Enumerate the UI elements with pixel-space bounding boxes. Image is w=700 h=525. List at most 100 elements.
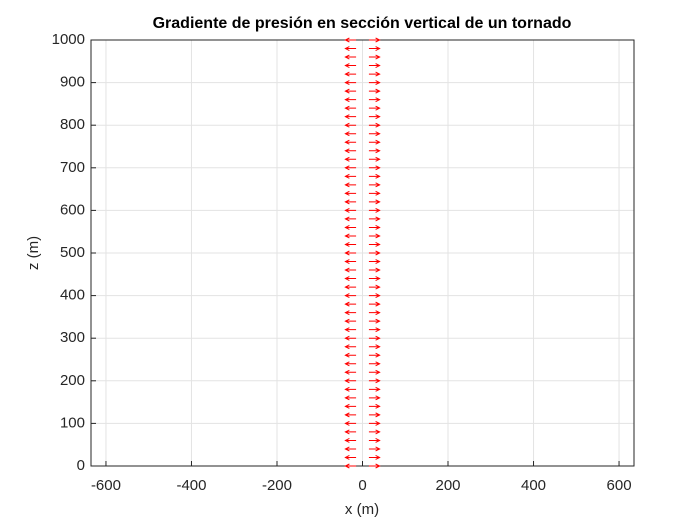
arrow <box>368 446 381 452</box>
arrow <box>368 105 381 111</box>
arrow <box>344 224 357 230</box>
x-axis-label: x (m) <box>345 501 379 518</box>
arrow <box>344 259 357 264</box>
arrow <box>368 37 381 43</box>
arrow <box>368 54 381 60</box>
x-tick-label: -600 <box>91 477 121 494</box>
arrow <box>344 250 357 256</box>
arrow <box>344 378 357 384</box>
arrow <box>344 216 357 222</box>
arrow <box>344 139 357 145</box>
arrow <box>344 54 357 60</box>
y-tick-label: 500 <box>60 244 85 261</box>
arrow <box>368 242 381 247</box>
x-tick-label: -400 <box>176 477 206 494</box>
y-tick-label: 800 <box>60 116 85 133</box>
arrow <box>344 386 357 392</box>
y-tick-label: 0 <box>77 457 85 474</box>
arrow <box>368 412 381 418</box>
arrow <box>368 63 381 69</box>
arrow <box>368 352 381 358</box>
arrow <box>368 97 381 103</box>
arrow <box>344 233 357 239</box>
arrow <box>368 310 381 316</box>
y-tick-label: 300 <box>60 329 85 346</box>
arrow <box>368 259 381 264</box>
arrow <box>368 156 381 162</box>
arrow <box>344 446 357 452</box>
arrow <box>344 182 357 188</box>
x-tick-label: 600 <box>607 477 632 494</box>
arrow <box>344 63 357 69</box>
arrow <box>344 37 357 43</box>
arrow <box>368 327 381 333</box>
arrow <box>344 267 357 273</box>
arrow <box>344 207 357 213</box>
arrow <box>344 284 357 290</box>
arrow <box>344 293 357 299</box>
arrow <box>344 369 357 375</box>
x-tick-label: 0 <box>358 477 366 494</box>
arrow <box>344 88 357 94</box>
arrow <box>344 437 357 443</box>
arrow <box>368 165 381 171</box>
y-tick-label: 100 <box>60 414 85 431</box>
x-tick-label: 400 <box>521 477 546 494</box>
arrow <box>368 182 381 188</box>
arrow <box>344 131 357 137</box>
arrow <box>368 233 381 239</box>
arrow <box>368 386 381 392</box>
arrow <box>368 88 381 94</box>
arrow <box>344 46 357 51</box>
arrow <box>344 344 357 350</box>
arrow <box>368 344 381 350</box>
arrow <box>368 122 381 128</box>
arrow <box>368 114 381 120</box>
arrow <box>368 395 381 401</box>
arrow <box>344 105 357 111</box>
y-tick-label: 900 <box>60 74 85 91</box>
y-tick-label: 700 <box>60 159 85 176</box>
x-tick-label: -200 <box>262 477 292 494</box>
arrow <box>344 301 357 307</box>
arrow <box>368 378 381 384</box>
arrow <box>344 156 357 162</box>
arrow <box>368 361 381 367</box>
arrow <box>344 310 357 316</box>
arrow <box>368 267 381 273</box>
arrow <box>368 301 381 307</box>
arrow <box>368 420 381 426</box>
arrow <box>344 361 357 367</box>
arrow <box>344 97 357 103</box>
y-tick-label: 200 <box>60 372 85 389</box>
arrow <box>344 352 357 358</box>
arrow <box>368 429 381 435</box>
arrow <box>344 420 357 426</box>
x-tick-label: 200 <box>435 477 460 494</box>
arrow <box>368 276 381 282</box>
arrow <box>368 250 381 256</box>
arrow <box>368 131 381 137</box>
arrow <box>368 403 381 409</box>
arrow <box>368 199 381 205</box>
arrow <box>344 429 357 435</box>
arrow <box>344 242 357 247</box>
arrow <box>368 455 381 460</box>
arrow <box>344 395 357 401</box>
arrow <box>368 190 381 196</box>
arrow <box>368 148 381 154</box>
arrow <box>368 46 381 51</box>
arrow <box>368 71 381 77</box>
arrow <box>368 284 381 290</box>
arrow <box>344 463 357 469</box>
y-tick-label: 1000 <box>52 31 85 48</box>
arrow <box>344 455 357 460</box>
arrow <box>344 412 357 418</box>
y-axis-label: z (m) <box>25 236 42 270</box>
arrow <box>368 335 381 341</box>
arrow <box>368 224 381 230</box>
arrow <box>344 190 357 196</box>
arrow <box>344 71 357 77</box>
arrow <box>368 173 381 179</box>
